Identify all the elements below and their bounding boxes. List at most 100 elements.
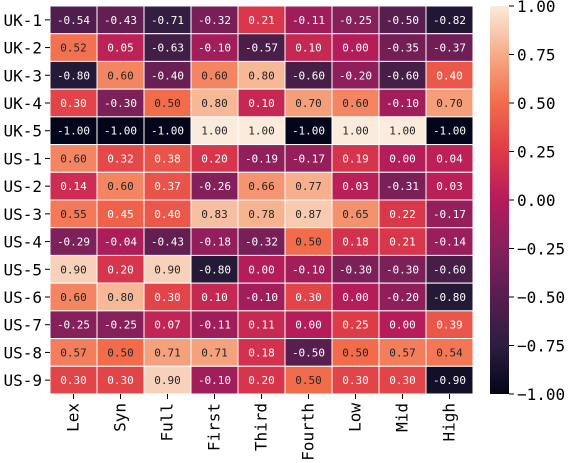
heatmap-cell xyxy=(190,60,239,90)
colorbar-tick-label: 1.00 xyxy=(517,0,556,16)
cell-value-label: 0.03 xyxy=(342,180,369,193)
cell-value-label: -0.29 xyxy=(57,236,90,249)
cell-value-label: 0.80 xyxy=(201,97,228,110)
heatmap-cell xyxy=(190,144,239,173)
heatmap-cell xyxy=(190,254,239,284)
cell-value-label: 0.55 xyxy=(60,208,87,221)
row-label: US-5 xyxy=(3,260,42,279)
row-label: US-7 xyxy=(3,316,42,335)
cell-value-label: 0.00 xyxy=(389,152,416,165)
cell-value-label: -0.50 xyxy=(292,346,325,359)
cell-value-label: 0.10 xyxy=(248,97,275,110)
cell-value-label: 0.00 xyxy=(342,291,369,304)
heatmap-cell xyxy=(284,282,333,312)
cell-value-label: 0.21 xyxy=(389,236,416,249)
cell-value-label: 0.80 xyxy=(107,291,134,304)
cell-value-label: -0.60 xyxy=(292,69,325,82)
cell-value-label: 0.30 xyxy=(342,374,369,387)
heatmap-cell xyxy=(378,33,427,62)
cell-value-label: 0.60 xyxy=(60,152,87,165)
heatmap-cell xyxy=(237,282,286,312)
cell-value-label: 0.30 xyxy=(389,374,416,387)
heatmap-cell xyxy=(49,88,98,118)
heatmap-cell xyxy=(96,171,145,201)
cell-value-label: 0.00 xyxy=(248,263,275,276)
heatmap-cell xyxy=(49,227,98,256)
cell-value-label: 0.70 xyxy=(436,97,463,110)
cell-value-label: -0.54 xyxy=(57,14,90,27)
cell-value-label: 0.14 xyxy=(60,180,87,193)
cell-value-label: 0.10 xyxy=(295,42,322,55)
cell-value-label: 1.00 xyxy=(201,125,228,138)
heatmap-cells: -0.54 -0.43 -0.71 -0.32 0.21 -0.11 -0.25 -0.50 -… xyxy=(49,5,474,395)
cell-value-label: -0.10 xyxy=(245,291,278,304)
cell-value-label: 0.20 xyxy=(107,263,134,276)
cell-value-label: -0.35 xyxy=(386,42,419,55)
cell-value-label: 0.20 xyxy=(248,374,275,387)
cell-value-label: 0.38 xyxy=(154,152,181,165)
cell-value-label: -0.50 xyxy=(386,14,419,27)
cell-value-label: 0.70 xyxy=(295,97,322,110)
cell-value-label: 0.90 xyxy=(60,263,87,276)
row-label: US-4 xyxy=(3,233,42,252)
row-label: UK-2 xyxy=(3,39,42,58)
cell-value-label: -0.10 xyxy=(198,42,231,55)
row-labels: UK-1 UK-2 UK-3 UK-4 UK-5 US-1 US-2 US-3 US-4 US-5… xyxy=(3,11,50,390)
row-label: US-8 xyxy=(3,343,42,362)
cell-value-label: -0.14 xyxy=(433,236,466,249)
column-label: First xyxy=(205,403,224,451)
heatmap-cell xyxy=(96,365,145,395)
heatmap-cell xyxy=(143,144,192,173)
cell-value-label: -0.43 xyxy=(151,236,184,249)
heatmap-cell xyxy=(378,282,427,312)
cell-value-label: -0.30 xyxy=(339,263,372,276)
colorbar-tick-label: 0.25 xyxy=(517,143,556,162)
cell-value-label: 0.18 xyxy=(342,236,369,249)
colorbar-tick-label: −1.00 xyxy=(517,385,565,404)
cell-value-label: 0.32 xyxy=(107,152,134,165)
cell-value-label: -0.20 xyxy=(339,69,372,82)
cell-value-label: 0.37 xyxy=(154,180,181,193)
colorbar-gradient xyxy=(490,6,509,394)
heatmap-cell xyxy=(190,338,239,367)
cell-value-label: 0.04 xyxy=(436,152,463,165)
cell-value-label: -1.00 xyxy=(104,125,137,138)
heatmap-cell xyxy=(284,310,333,340)
row-label: US-6 xyxy=(3,288,42,307)
cell-value-label: 0.25 xyxy=(342,319,369,332)
cell-value-label: -0.18 xyxy=(198,236,231,249)
cell-value-label: 0.66 xyxy=(248,180,275,193)
column-label: Fourth xyxy=(299,403,318,461)
column-label: Mid xyxy=(393,403,412,432)
row-label: UK-4 xyxy=(3,94,42,113)
heatmap-cell xyxy=(49,199,98,229)
cell-value-label: 0.40 xyxy=(154,208,181,221)
cell-value-label: -0.57 xyxy=(245,42,278,55)
column-label: Third xyxy=(252,403,271,451)
heatmap-cell xyxy=(49,116,98,146)
cell-value-label: 1.00 xyxy=(342,125,369,138)
cell-value-label: -0.10 xyxy=(292,263,325,276)
heatmap-cell xyxy=(96,88,145,118)
heatmap-cell xyxy=(331,199,380,229)
heatmap-cell xyxy=(237,60,286,90)
heatmap-cell xyxy=(284,144,333,173)
cell-value-label: 0.00 xyxy=(342,42,369,55)
colorbar-tick-label: −0.25 xyxy=(517,240,565,259)
heatmap-cell xyxy=(143,254,192,284)
cell-value-label: 0.65 xyxy=(342,208,369,221)
heatmap-cell xyxy=(331,171,380,201)
heatmap-cell xyxy=(284,116,333,146)
cell-value-label: 0.45 xyxy=(107,208,134,221)
cell-value-label: 0.87 xyxy=(295,208,322,221)
cell-value-label: -1.00 xyxy=(292,125,325,138)
cell-value-label: 0.60 xyxy=(201,69,228,82)
heatmap-cell xyxy=(425,116,474,146)
cell-value-label: -0.10 xyxy=(386,97,419,110)
cell-value-label: -0.25 xyxy=(104,319,137,332)
cell-value-label: 0.19 xyxy=(342,152,369,165)
cell-value-label: 0.90 xyxy=(154,374,181,387)
cell-value-label: -0.31 xyxy=(386,180,419,193)
cell-value-label: -0.60 xyxy=(386,69,419,82)
